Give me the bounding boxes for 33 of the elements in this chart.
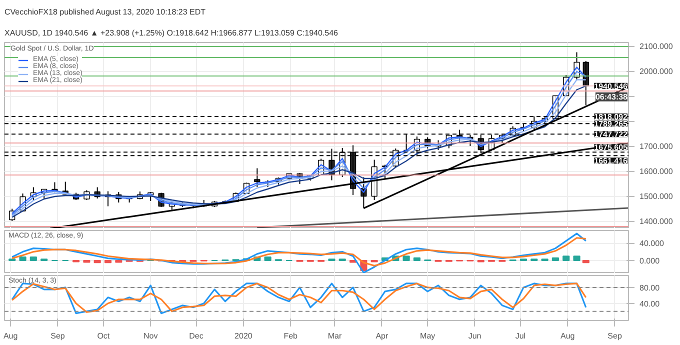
y-tick-label: 2000.000: [640, 67, 674, 76]
ref-line-label: 1747.722: [594, 130, 628, 140]
x-tick-label: May: [420, 332, 436, 340]
y-tick-label: 1500.000: [640, 192, 674, 201]
y-tick-label: 40.00: [640, 299, 660, 308]
ref-line-label: 1789.265: [594, 120, 628, 129]
y-tick-label: 1400.000: [640, 217, 674, 226]
x-tick-label: Feb: [284, 332, 298, 340]
x-tick-label: Sep: [50, 332, 66, 340]
x-tick-label: Aug: [560, 332, 575, 340]
y-tick-label: 0.000: [640, 256, 660, 266]
annotation: 06:43:38: [595, 92, 628, 102]
ref-line-label: 1940.546: [594, 82, 628, 91]
x-tick-label: Aug: [3, 332, 18, 340]
y-tick-label: 1700.000: [640, 142, 674, 151]
x-tick-label: Jul: [515, 332, 526, 340]
x-tick-label: Nov: [143, 332, 158, 340]
x-tick-label: Dec: [189, 332, 204, 340]
x-tick-label: Jun: [468, 332, 482, 340]
x-tick-label: Mar: [328, 332, 342, 340]
ref-line-label: 1675.605: [594, 143, 628, 152]
y-tick-label: 2100.000: [640, 42, 674, 51]
y-tick-label: 80.00: [640, 283, 660, 292]
x-tick-label: 2020: [234, 332, 253, 340]
ref-line-label: 1818.092: [594, 112, 628, 122]
y-tick-label: 40.000: [640, 239, 665, 248]
x-tick-label: Sep: [608, 332, 622, 340]
ref-line-label: 1661.416: [594, 156, 628, 166]
x-tick-label: Oct: [97, 332, 110, 340]
y-tick-label: 1600.000: [640, 167, 674, 176]
chart-subtitle: XAUUSD, 1D 1940.546 ▲ +23.908 (+1.25%) O:1918.642 H:1966.877 L:1913.059 C:1940.546: [4, 28, 339, 38]
x-tick-label: Apr: [376, 332, 389, 340]
chart-title: CVecchioFX18 published August 13, 2020 10:18:23 EDT: [4, 8, 206, 16]
